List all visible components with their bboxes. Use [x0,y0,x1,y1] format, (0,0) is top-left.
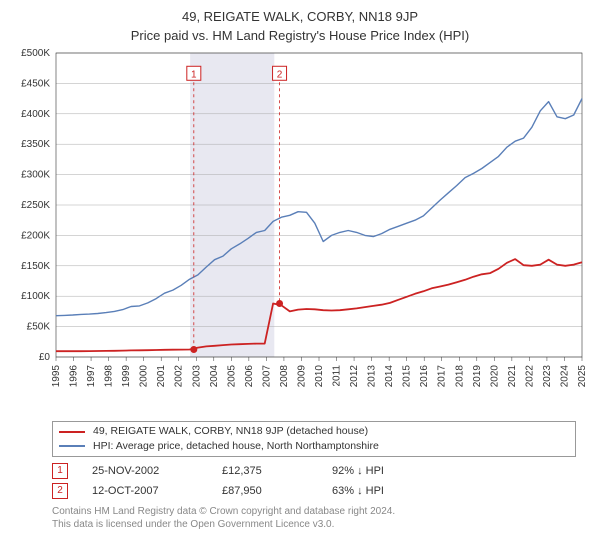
footer: Contains HM Land Registry data © Crown c… [52,505,576,531]
event-table: 1 25-NOV-2002 £12,375 92% ↓ HPI 2 12-OCT… [52,461,576,501]
svg-text:£300K: £300K [21,170,50,181]
svg-text:£500K: £500K [21,48,50,59]
svg-text:£350K: £350K [21,139,50,150]
svg-text:£150K: £150K [21,261,50,272]
event-marker-icon: 1 [52,463,68,479]
svg-text:2003: 2003 [191,365,202,388]
svg-text:2010: 2010 [314,365,325,388]
svg-text:2022: 2022 [524,365,535,388]
event-date: 12-OCT-2007 [92,485,222,497]
event-date: 25-NOV-2002 [92,465,222,477]
legend-label: HPI: Average price, detached house, Nort… [93,439,379,454]
legend-swatch [59,431,85,433]
legend-swatch [59,445,85,447]
svg-text:2005: 2005 [226,365,237,388]
svg-text:£250K: £250K [21,200,50,211]
svg-text:£0: £0 [39,352,51,363]
footer-line: Contains HM Land Registry data © Crown c… [52,505,576,518]
svg-text:2018: 2018 [454,365,465,388]
legend: 49, REIGATE WALK, CORBY, NN18 9JP (detac… [52,421,576,456]
page-subtitle: Price paid vs. HM Land Registry's House … [12,28,588,43]
svg-text:1: 1 [191,69,197,80]
svg-text:£450K: £450K [21,79,50,90]
svg-text:2006: 2006 [244,365,255,388]
event-row: 1 25-NOV-2002 £12,375 92% ↓ HPI [52,461,576,481]
svg-text:2012: 2012 [349,365,360,388]
svg-text:2009: 2009 [296,365,307,388]
svg-text:2020: 2020 [489,365,500,388]
event-price: £12,375 [222,465,332,477]
svg-text:2008: 2008 [279,365,290,388]
svg-text:2: 2 [277,69,283,80]
svg-text:£100K: £100K [21,291,50,302]
svg-text:2013: 2013 [367,365,378,388]
svg-text:2007: 2007 [261,365,272,388]
page-title: 49, REIGATE WALK, CORBY, NN18 9JP [12,8,588,26]
svg-text:2023: 2023 [542,365,553,388]
svg-text:2016: 2016 [419,365,430,388]
footer-line: This data is licensed under the Open Gov… [52,518,576,531]
event-row: 2 12-OCT-2007 £87,950 63% ↓ HPI [52,481,576,501]
event-marker-icon: 2 [52,483,68,499]
event-delta: 63% ↓ HPI [332,485,452,497]
svg-text:1997: 1997 [86,365,97,388]
svg-text:1996: 1996 [69,365,80,388]
svg-text:2021: 2021 [507,365,518,388]
svg-text:2002: 2002 [174,365,185,388]
svg-text:1998: 1998 [104,365,115,388]
svg-text:2015: 2015 [402,365,413,388]
svg-text:2004: 2004 [209,365,220,388]
svg-text:2017: 2017 [437,365,448,388]
svg-text:2011: 2011 [332,365,343,387]
svg-text:2019: 2019 [472,365,483,388]
svg-text:£200K: £200K [21,231,50,242]
svg-text:2024: 2024 [559,365,570,388]
event-price: £87,950 [222,485,332,497]
svg-text:1999: 1999 [121,365,132,388]
legend-label: 49, REIGATE WALK, CORBY, NN18 9JP (detac… [93,424,368,439]
legend-item: 49, REIGATE WALK, CORBY, NN18 9JP (detac… [59,424,569,439]
svg-text:1995: 1995 [51,365,62,388]
svg-text:2025: 2025 [577,365,588,388]
svg-text:£400K: £400K [21,109,50,120]
event-delta: 92% ↓ HPI [332,465,452,477]
chart-area: £0 £50K £100K £150K £200K £250K £300K £350K £400… [12,47,588,417]
svg-text:2000: 2000 [139,365,150,388]
chart-container: 49, REIGATE WALK, CORBY, NN18 9JP Price … [0,0,600,560]
svg-text:2014: 2014 [384,365,395,388]
line-chart-svg: £0 £50K £100K £150K £200K £250K £300K £350K £400… [12,47,588,417]
legend-item: HPI: Average price, detached house, Nort… [59,439,569,454]
svg-text:£50K: £50K [27,322,51,333]
svg-text:2001: 2001 [156,365,167,388]
